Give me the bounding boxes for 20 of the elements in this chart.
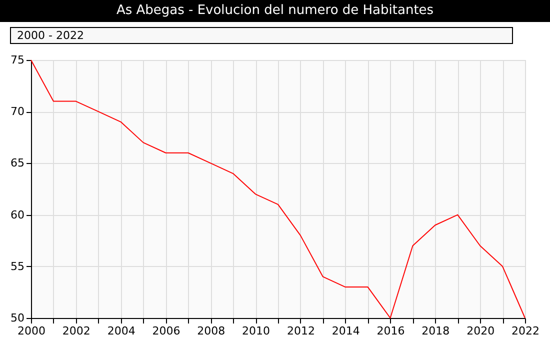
chart-title: As Abegas - Evolucion del numero de Habitantes — [0, 0, 550, 22]
x-tick-label: 2000 — [18, 324, 46, 338]
y-tick-label: 65 — [10, 156, 24, 170]
y-tick-label: 75 — [10, 54, 24, 66]
x-tick-label: 2022 — [512, 324, 540, 338]
x-tick-label: 2014 — [332, 324, 360, 338]
x-tick-label: 2008 — [197, 324, 226, 338]
x-tick-label: 2006 — [152, 324, 180, 338]
y-tick-label: 55 — [10, 260, 24, 273]
x-tick-label: 2010 — [242, 324, 270, 338]
x-tick-label: 2018 — [422, 324, 450, 338]
y-tick-label: 50 — [10, 312, 24, 324]
x-tick-label: 2004 — [107, 324, 136, 338]
x-tick-label: 2002 — [62, 324, 90, 338]
x-tick-label: 2012 — [286, 324, 315, 338]
y-tick-label: 70 — [10, 105, 24, 118]
chart-subtitle: 2000 - 2022 — [10, 27, 513, 44]
y-tick-label: 60 — [10, 208, 24, 222]
x-tick-label: 2016 — [376, 324, 405, 338]
x-tick-label: 2020 — [466, 324, 495, 338]
